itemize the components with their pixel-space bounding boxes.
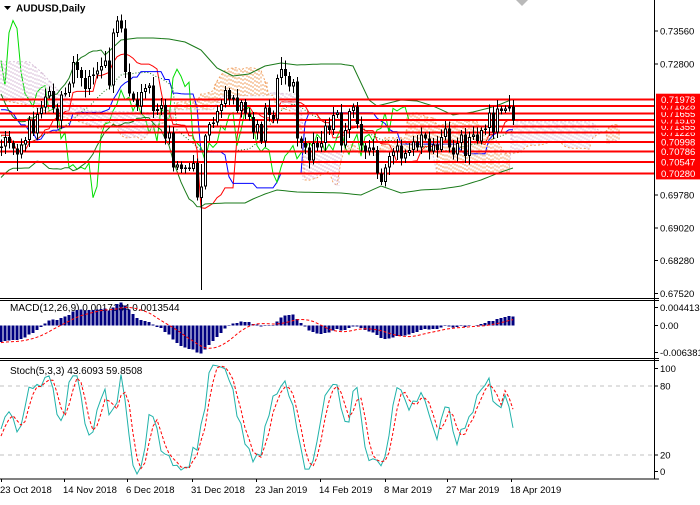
svg-text:0.69020: 0.69020 xyxy=(660,224,694,235)
svg-text:23 Oct 2018: 23 Oct 2018 xyxy=(0,485,52,496)
svg-text:0.69780: 0.69780 xyxy=(660,191,694,202)
svg-text:6 Dec 2018: 6 Dec 2018 xyxy=(126,485,175,496)
svg-text:0.71226: 0.71226 xyxy=(661,128,695,139)
svg-text:0.00: 0.00 xyxy=(660,321,679,332)
svg-text:0.71655: 0.71655 xyxy=(661,109,695,120)
svg-text:Stoch(5,3,3) 43.6093 59.8508: Stoch(5,3,3) 43.6093 59.8508 xyxy=(10,366,143,377)
svg-text:0.71978: 0.71978 xyxy=(661,95,695,106)
svg-text:14 Nov 2018: 14 Nov 2018 xyxy=(63,485,117,496)
svg-text:0.70998: 0.70998 xyxy=(661,138,695,149)
svg-text:0.71828: 0.71828 xyxy=(661,102,695,113)
svg-text:0.72800: 0.72800 xyxy=(660,60,694,71)
svg-text:80: 80 xyxy=(660,382,671,393)
svg-text:31 Dec 2018: 31 Dec 2018 xyxy=(191,485,245,496)
svg-text:14 Feb 2019: 14 Feb 2019 xyxy=(319,485,372,496)
svg-text:0.68280: 0.68280 xyxy=(660,256,694,267)
svg-text:0.70786: 0.70786 xyxy=(661,147,695,158)
svg-text:20: 20 xyxy=(660,451,671,462)
svg-text:-0.006381: -0.006381 xyxy=(660,348,700,359)
svg-text:0.70547: 0.70547 xyxy=(661,157,695,168)
svg-text:AUDUSD,Daily: AUDUSD,Daily xyxy=(16,4,86,15)
svg-text:0.71516: 0.71516 xyxy=(661,115,695,126)
svg-text:0.004413: 0.004413 xyxy=(660,303,700,314)
svg-text:100: 100 xyxy=(660,364,676,375)
svg-text:8 Mar 2019: 8 Mar 2019 xyxy=(384,485,432,496)
svg-text:0: 0 xyxy=(660,467,665,478)
svg-text:27 Mar 2019: 27 Mar 2019 xyxy=(446,485,499,496)
svg-text:0.71355: 0.71355 xyxy=(661,122,695,133)
svg-text:0.67520: 0.67520 xyxy=(660,289,694,300)
svg-text:MACD(12,26,9) 0.0017184 0.0013: MACD(12,26,9) 0.0017184 0.0013544 xyxy=(10,303,180,314)
svg-text:0.70280: 0.70280 xyxy=(661,169,695,180)
svg-text:23 Jan 2019: 23 Jan 2019 xyxy=(255,485,307,496)
svg-text:18 Apr 2019: 18 Apr 2019 xyxy=(510,485,561,496)
svg-text:0.73560: 0.73560 xyxy=(660,27,694,38)
